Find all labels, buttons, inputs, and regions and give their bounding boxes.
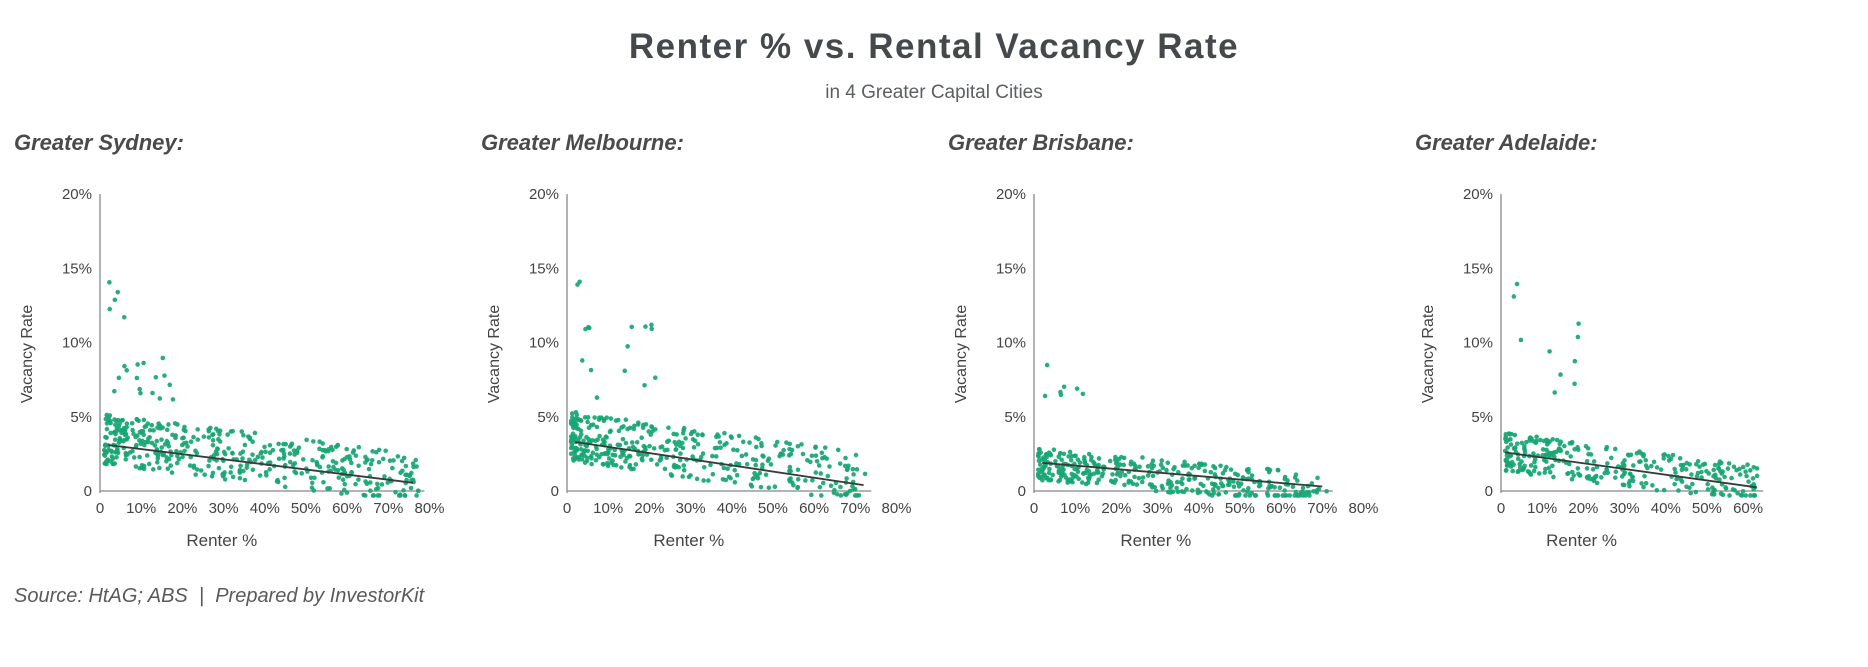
svg-text:40%: 40%	[250, 500, 280, 517]
svg-text:5%: 5%	[1471, 409, 1493, 426]
svg-text:Vacancy Rate: Vacancy Rate	[486, 305, 503, 404]
svg-text:5%: 5%	[1004, 409, 1026, 426]
svg-text:20%: 20%	[62, 186, 92, 203]
svg-text:80%: 80%	[1348, 500, 1378, 517]
svg-text:30%: 30%	[1143, 500, 1173, 517]
svg-text:15%: 15%	[996, 260, 1026, 277]
svg-text:60%: 60%	[1733, 500, 1763, 517]
svg-text:50%: 50%	[1692, 500, 1722, 517]
svg-text:30%: 30%	[1610, 500, 1640, 517]
svg-text:10%: 10%	[996, 335, 1026, 352]
svg-text:10%: 10%	[529, 335, 559, 352]
svg-text:15%: 15%	[529, 260, 559, 277]
svg-text:30%: 30%	[209, 500, 239, 517]
svg-text:Renter %: Renter %	[1120, 531, 1191, 550]
svg-text:Renter %: Renter %	[1546, 531, 1617, 550]
svg-text:10%: 10%	[62, 335, 92, 352]
svg-text:0: 0	[563, 500, 571, 517]
svg-text:10%: 10%	[1527, 500, 1557, 517]
svg-text:15%: 15%	[62, 260, 92, 277]
svg-text:Vacancy Rate: Vacancy Rate	[953, 305, 970, 404]
svg-text:5%: 5%	[537, 409, 559, 426]
svg-text:20%: 20%	[167, 500, 197, 517]
svg-text:70%: 70%	[840, 500, 870, 517]
svg-text:50%: 50%	[758, 500, 788, 517]
svg-text:30%: 30%	[676, 500, 706, 517]
svg-text:0: 0	[1485, 483, 1493, 500]
svg-text:Renter %: Renter %	[186, 531, 257, 550]
svg-text:60%: 60%	[799, 500, 829, 517]
svg-text:80%: 80%	[881, 500, 911, 517]
svg-text:0: 0	[96, 500, 104, 517]
svg-text:70%: 70%	[1307, 500, 1337, 517]
svg-text:40%: 40%	[1184, 500, 1214, 517]
svg-text:20%: 20%	[529, 186, 559, 203]
svg-text:40%: 40%	[717, 500, 747, 517]
svg-text:0: 0	[1018, 483, 1026, 500]
svg-text:60%: 60%	[332, 500, 362, 517]
svg-text:20%: 20%	[634, 500, 664, 517]
svg-text:Vacancy Rate: Vacancy Rate	[1420, 305, 1437, 404]
svg-text:0: 0	[84, 483, 92, 500]
svg-text:80%: 80%	[414, 500, 444, 517]
svg-text:50%: 50%	[291, 500, 321, 517]
svg-text:10%: 10%	[126, 500, 156, 517]
svg-text:70%: 70%	[373, 500, 403, 517]
svg-text:15%: 15%	[1463, 260, 1493, 277]
svg-text:40%: 40%	[1651, 500, 1681, 517]
svg-text:20%: 20%	[1101, 500, 1131, 517]
svg-text:Vacancy Rate: Vacancy Rate	[19, 305, 36, 404]
svg-text:60%: 60%	[1266, 500, 1296, 517]
svg-text:50%: 50%	[1225, 500, 1255, 517]
svg-text:10%: 10%	[593, 500, 623, 517]
svg-text:20%: 20%	[996, 186, 1026, 203]
svg-text:0: 0	[1030, 500, 1038, 517]
svg-text:0: 0	[551, 483, 559, 500]
svg-text:20%: 20%	[1568, 500, 1598, 517]
svg-text:10%: 10%	[1463, 335, 1493, 352]
svg-text:10%: 10%	[1060, 500, 1090, 517]
svg-text:5%: 5%	[70, 409, 92, 426]
svg-text:20%: 20%	[1463, 186, 1493, 203]
svg-text:0: 0	[1497, 500, 1505, 517]
svg-text:Renter %: Renter %	[653, 531, 724, 550]
